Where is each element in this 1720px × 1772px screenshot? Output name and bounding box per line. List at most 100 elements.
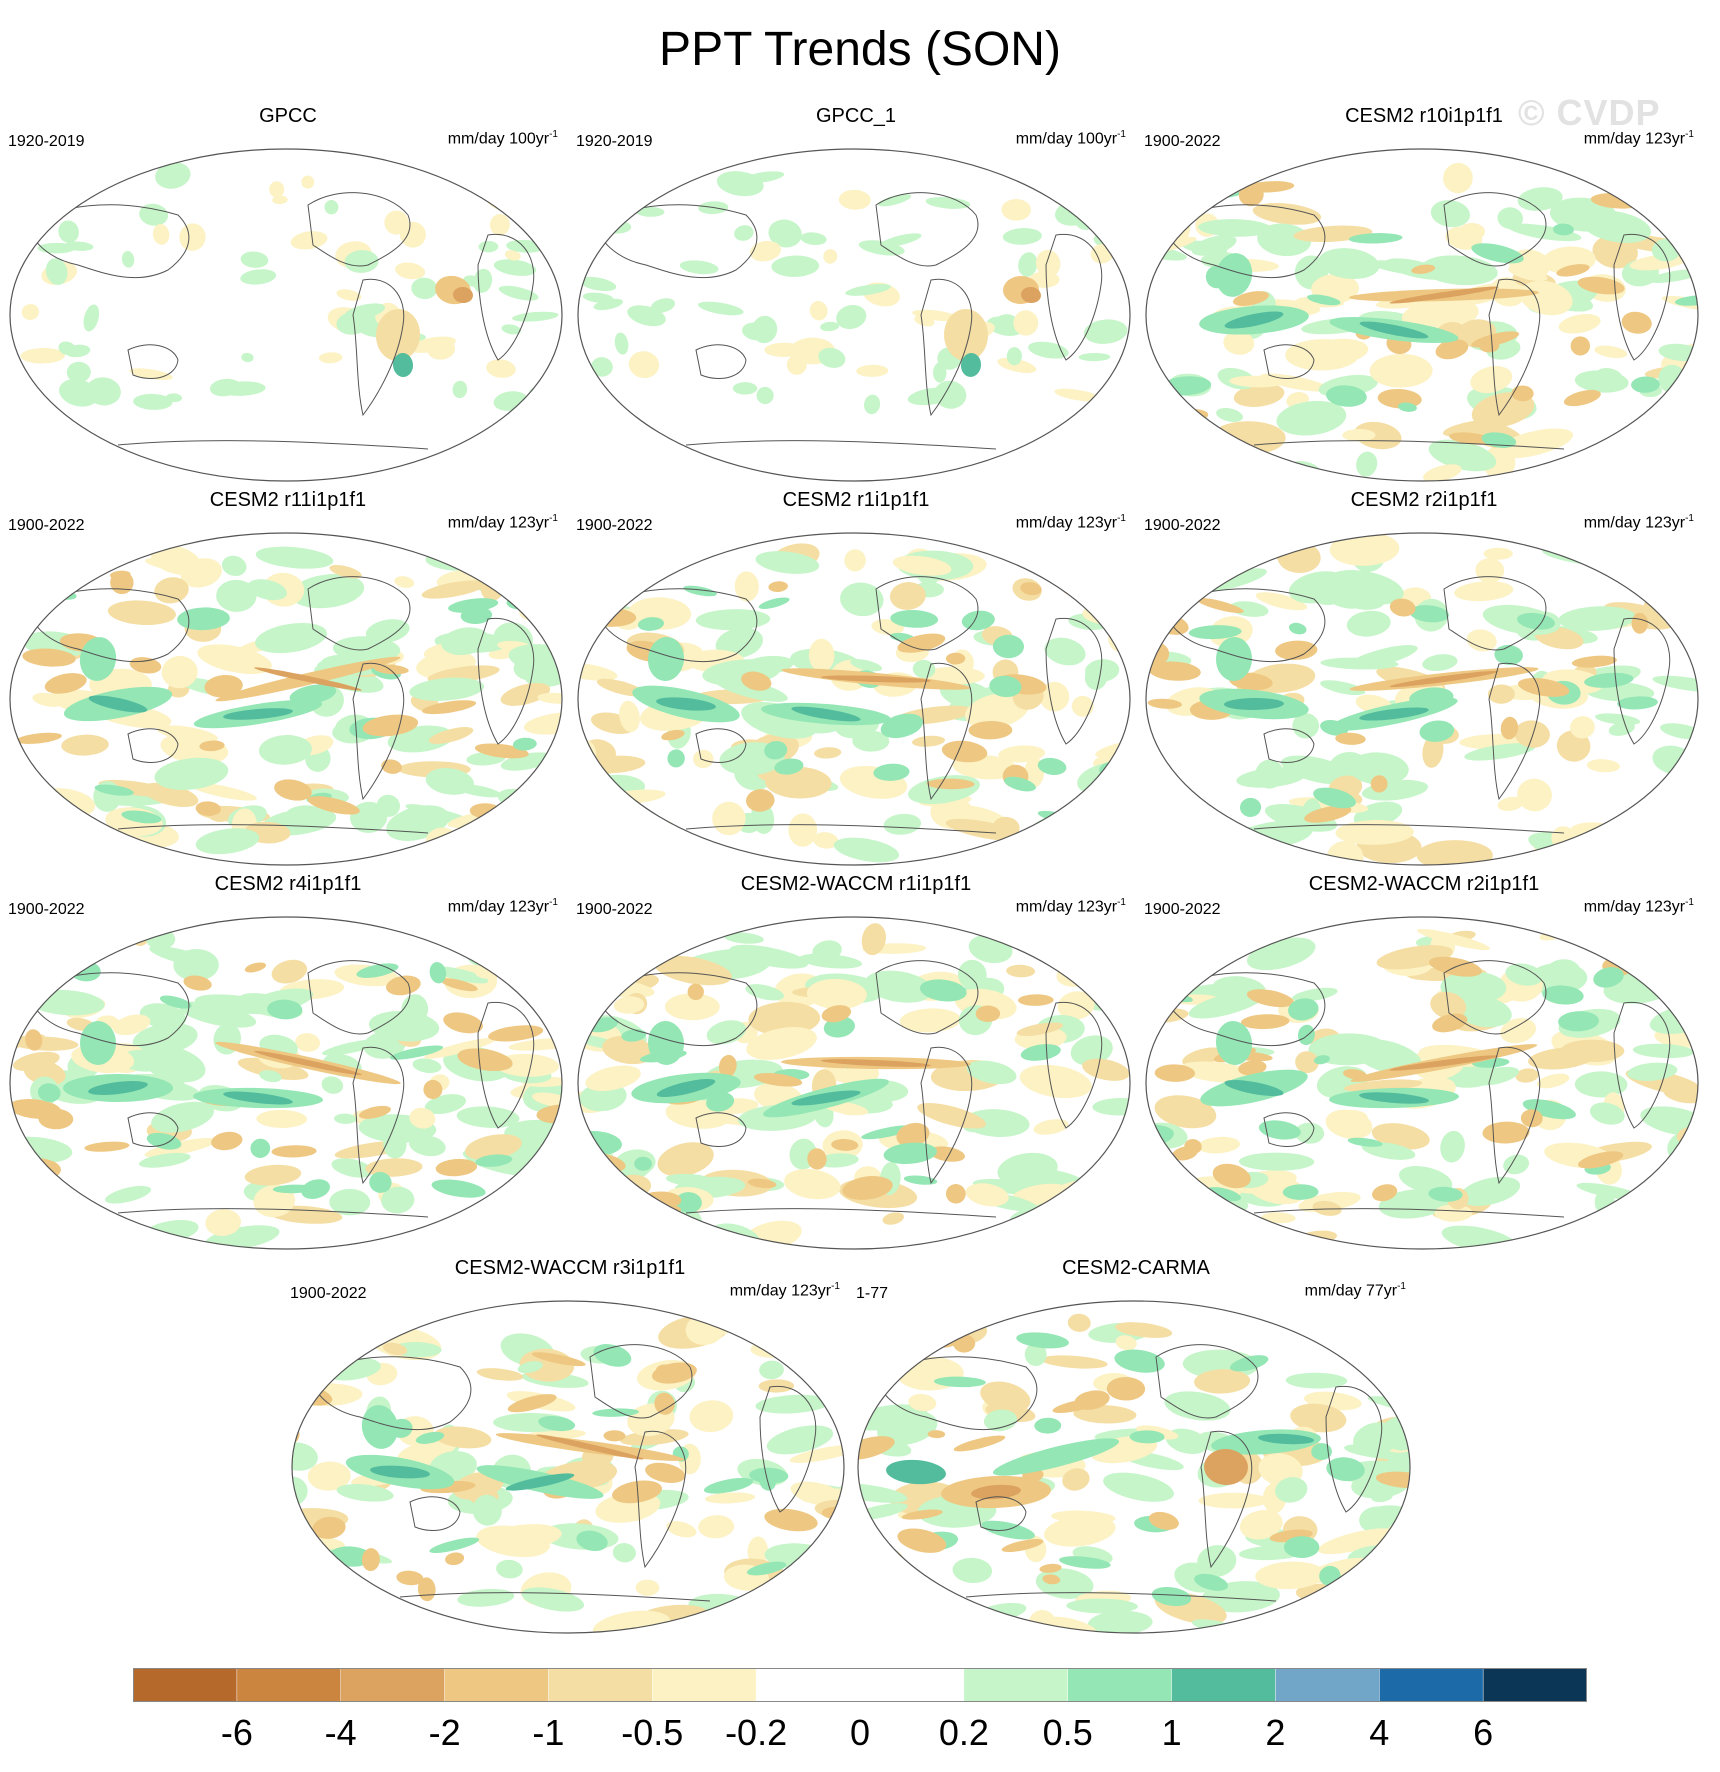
trend-cell xyxy=(1428,1186,1463,1202)
map-border xyxy=(1145,532,1699,866)
trend-cell xyxy=(612,1480,662,1504)
trend-cell xyxy=(621,1029,647,1042)
trend-cell xyxy=(1326,841,1364,865)
panel-period: 1900-2022 xyxy=(8,901,85,918)
trend-cell xyxy=(1348,233,1403,244)
equatorial-band-core xyxy=(254,667,362,691)
wet-cell xyxy=(1215,253,1253,297)
equatorial-band-core xyxy=(821,1059,931,1067)
trend-cell xyxy=(650,298,676,313)
trend-cell xyxy=(1586,759,1620,773)
trend-cell xyxy=(1335,820,1414,845)
trend-cell xyxy=(1040,1355,1108,1369)
trend-cell xyxy=(312,1516,346,1539)
trend-cell xyxy=(1563,389,1601,407)
panel-units: mm/day 123yr-1 xyxy=(1584,513,1694,532)
trend-cell xyxy=(1001,1539,1044,1553)
map-svg xyxy=(1145,916,1699,1250)
trend-cell xyxy=(112,1014,151,1036)
wet-cell xyxy=(647,637,685,681)
dry-core xyxy=(971,1484,1021,1500)
coastline xyxy=(589,1344,693,1419)
trend-cell xyxy=(1035,249,1061,278)
trend-cell xyxy=(1585,1224,1654,1245)
map-border xyxy=(291,1300,845,1634)
trend-cell xyxy=(1569,822,1617,840)
trend-cell xyxy=(992,314,1018,334)
trend-cell xyxy=(1297,1024,1315,1046)
trend-cell xyxy=(381,1186,415,1214)
trend-cell xyxy=(1086,172,1122,186)
trend-cell xyxy=(139,203,169,226)
trend-cell xyxy=(749,240,781,262)
trend-cell xyxy=(433,1426,492,1449)
trend-cell xyxy=(1232,291,1270,306)
trend-cell xyxy=(489,213,510,236)
equatorial-band-core xyxy=(1389,670,1499,688)
trend-cell xyxy=(1681,387,1698,397)
map-panel: CESM2 r10i1p1f1 1900-2022 mm/day 123yr-1 xyxy=(1144,105,1704,490)
trend-cell xyxy=(244,1164,302,1186)
trend-cell xyxy=(758,597,790,609)
trend-cell xyxy=(845,284,891,296)
trend-cell xyxy=(139,1003,187,1029)
colorbar-tick-label: 2 xyxy=(1265,1712,1286,1753)
trend-cell xyxy=(883,813,922,835)
trend-cell xyxy=(989,675,1022,698)
spcz-core xyxy=(505,1473,575,1491)
coastline xyxy=(127,1112,179,1147)
coastline xyxy=(1253,440,1565,450)
trend-cell xyxy=(1188,990,1266,1019)
coastline xyxy=(685,824,997,834)
trend-cell xyxy=(267,999,303,1020)
trend-cell xyxy=(612,1543,636,1563)
panel-units: mm/day 100yr-1 xyxy=(1016,129,1126,148)
trend-cell xyxy=(1044,637,1086,666)
trend-cell xyxy=(755,1394,830,1414)
trend-cell xyxy=(1083,319,1128,344)
coastline xyxy=(695,1112,747,1147)
trend-cell xyxy=(698,1615,758,1633)
panel-units-exponent: -1 xyxy=(549,129,558,140)
trend-cell xyxy=(800,232,827,246)
trend-cell xyxy=(1261,1212,1296,1224)
coastline xyxy=(127,344,179,379)
coastline xyxy=(1443,576,1547,651)
trend-cell xyxy=(412,1058,442,1073)
trend-cell xyxy=(1013,310,1039,336)
trend-cell xyxy=(602,1035,654,1065)
panel-units: mm/day 100yr-1 xyxy=(448,129,558,148)
trend-cell xyxy=(1464,743,1536,761)
map-border xyxy=(577,916,1131,1250)
trend-cell xyxy=(664,993,720,1021)
trend-cell xyxy=(517,1361,543,1374)
trend-cell xyxy=(133,393,173,410)
trend-cell xyxy=(411,277,438,300)
trend-cell xyxy=(1347,1137,1383,1147)
trend-cell xyxy=(1311,1443,1332,1461)
trend-cell xyxy=(409,1107,436,1129)
coastline xyxy=(477,233,535,361)
trend-cell xyxy=(917,1102,986,1129)
trend-cell xyxy=(1594,345,1628,359)
trend-cell xyxy=(1517,778,1552,812)
map-border xyxy=(577,532,1131,866)
panel-units-exponent: -1 xyxy=(1397,1281,1406,1292)
colorbar-frame xyxy=(133,1668,1587,1702)
trend-cell xyxy=(199,740,225,752)
indian-ocean-core xyxy=(370,1465,430,1479)
trend-cell xyxy=(501,324,521,335)
trend-cell xyxy=(964,693,1029,729)
trend-cell xyxy=(10,800,41,824)
trend-cell xyxy=(1398,402,1417,412)
trend-cell xyxy=(1017,994,1054,1006)
indian-ocean-core xyxy=(1224,697,1284,711)
panel-period: 1900-2022 xyxy=(290,1285,367,1302)
panel-units-exponent: -1 xyxy=(1685,513,1694,524)
trend-cell xyxy=(1154,1064,1196,1082)
coastline xyxy=(920,662,973,801)
colorbar-tick-label: 0.2 xyxy=(938,1712,989,1753)
trend-cell xyxy=(836,304,867,330)
trend-cell xyxy=(765,766,832,799)
trend-cell xyxy=(792,1576,842,1595)
